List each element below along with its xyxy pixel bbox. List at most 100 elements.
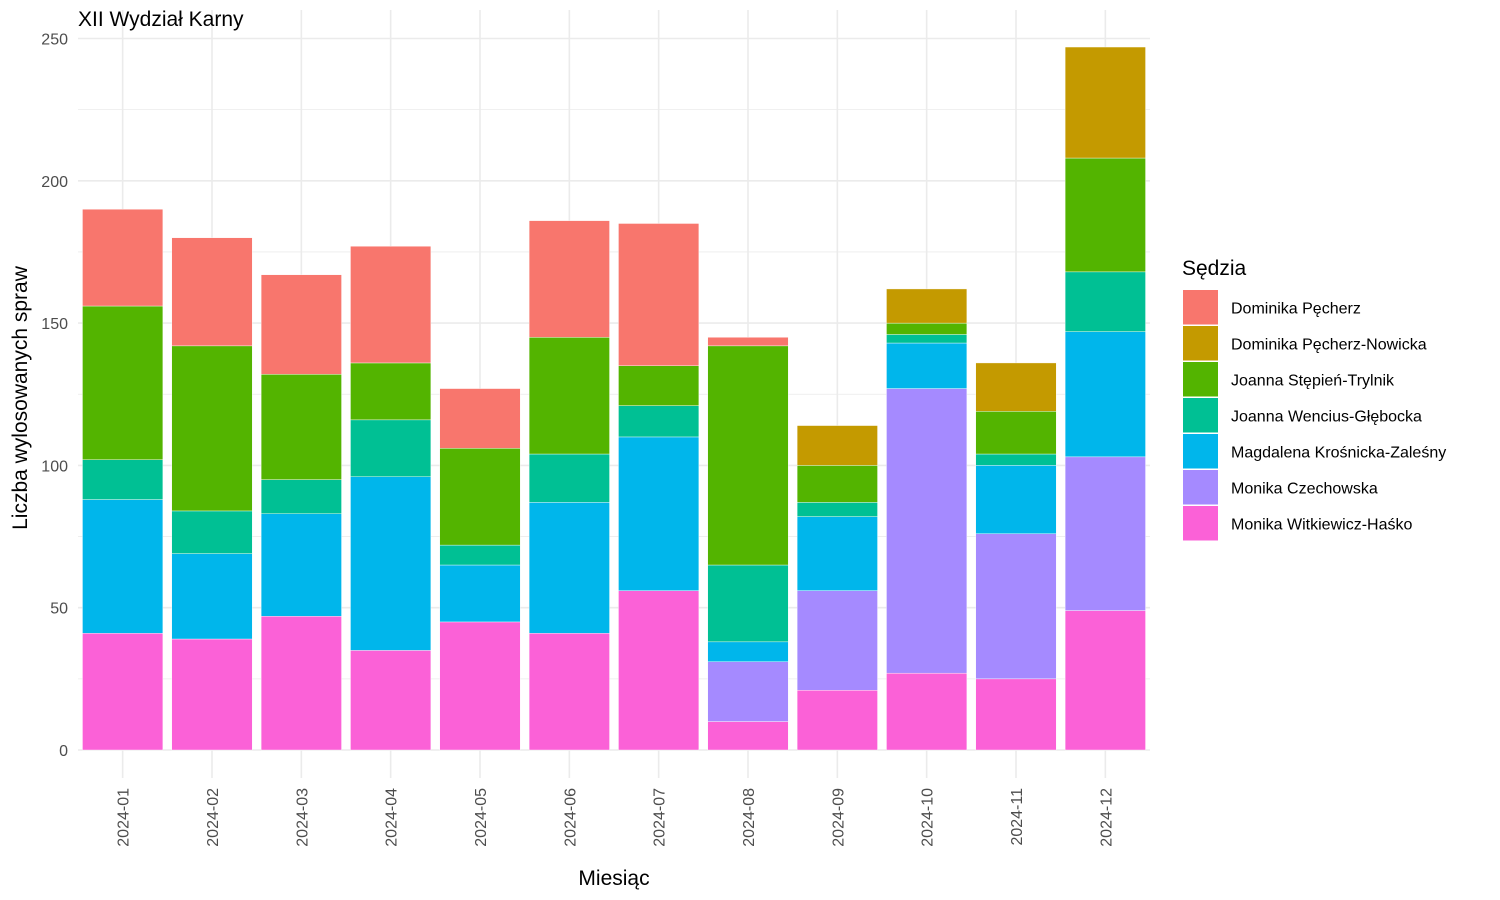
bar-segment <box>82 633 164 751</box>
bar-segment <box>260 513 342 617</box>
x-tick-label: 2024-08 <box>741 788 758 847</box>
bar-segment <box>82 499 164 634</box>
y-axis-title: Liczba wylosowanych spraw <box>9 265 32 530</box>
bar-segment <box>1064 46 1146 159</box>
bar-segment <box>975 465 1057 534</box>
bar-segment <box>528 502 610 634</box>
x-axis-ticks: 2024-01 2024-02 2024-03 2024-04 2024-05 2024-… <box>116 788 1116 847</box>
bar-segment <box>975 453 1057 466</box>
bar-segment <box>886 334 968 344</box>
bar-segment <box>171 638 253 751</box>
bar-segment <box>618 405 700 438</box>
y-tick-label: 100 <box>41 458 68 475</box>
bar-segment <box>82 459 164 500</box>
bar-segment <box>796 690 878 751</box>
bar-segment <box>439 544 521 566</box>
x-tick-label: 2024-03 <box>294 788 311 847</box>
bar-segment <box>528 633 610 751</box>
x-tick-label: 2024-04 <box>384 788 401 847</box>
bar-segment <box>707 641 789 662</box>
legend-swatch <box>1183 362 1218 397</box>
bar-segment <box>707 721 789 751</box>
bar-segment <box>82 305 164 460</box>
x-tick-label: 2024-07 <box>652 788 669 847</box>
bar-segment <box>171 345 253 512</box>
legend-title: Sędzia <box>1182 257 1247 280</box>
bar-segment <box>350 476 432 651</box>
y-tick-label: 0 <box>59 743 68 760</box>
legend-label: Monika Witkiewicz-Haśko <box>1231 516 1412 533</box>
bar-segment <box>975 678 1057 751</box>
x-tick-label: 2024-12 <box>1098 788 1115 847</box>
bar-segment <box>1064 271 1146 332</box>
x-tick-label: 2024-09 <box>830 788 847 847</box>
y-tick-label: 250 <box>41 32 68 49</box>
x-tick-label: 2024-01 <box>116 788 133 847</box>
bar-segment <box>439 621 521 751</box>
legend-label: Monika Czechowska <box>1231 480 1378 497</box>
legend-swatch <box>1183 290 1218 325</box>
legend-swatch <box>1183 506 1218 541</box>
bar-segment <box>528 453 610 503</box>
legend-label: Dominika Pęcherz <box>1231 300 1361 317</box>
legend-label: Dominika Pęcherz-Nowicka <box>1231 336 1427 353</box>
bar-segment <box>528 337 610 455</box>
bar-segment <box>796 425 878 466</box>
y-tick-label: 50 <box>50 601 68 618</box>
bar-segment <box>260 479 342 514</box>
chart-title: XII Wydział Karny <box>78 8 244 31</box>
legend-label: Joanna Wencius-Głębocka <box>1231 408 1422 425</box>
x-tick-label: 2024-11 <box>1009 788 1026 846</box>
x-tick-label: 2024-06 <box>562 788 579 847</box>
bar-segment <box>796 590 878 691</box>
bar-segment <box>260 374 342 480</box>
bar-segment <box>1064 157 1146 273</box>
bars <box>82 46 1146 751</box>
bar-segment <box>975 533 1057 680</box>
bar-segment <box>886 288 968 324</box>
bar-segment <box>528 220 610 338</box>
bar-segment <box>350 246 432 364</box>
legend-swatch <box>1183 326 1218 361</box>
legend-label: Magdalena Krośnicka-Zaleśny <box>1231 444 1446 461</box>
legend-swatch <box>1183 398 1218 433</box>
legend-label: Joanna Stępień-Trylnik <box>1231 372 1395 389</box>
bar-segment <box>886 342 968 389</box>
bar-segment <box>171 237 253 347</box>
bar-segment <box>439 564 521 623</box>
legend-swatch <box>1183 470 1218 505</box>
bar-segment <box>171 553 253 640</box>
legend-swatch <box>1183 434 1218 469</box>
bar-segment <box>350 419 432 477</box>
y-tick-label: 200 <box>41 174 68 191</box>
bar-segment <box>350 650 432 751</box>
bar-segment <box>1064 456 1146 611</box>
bar-segment <box>975 362 1057 412</box>
y-tick-label: 150 <box>41 316 68 333</box>
bar-segment <box>350 362 432 421</box>
bar-segment <box>171 510 253 554</box>
bar-segment <box>1064 610 1146 751</box>
bar-segment <box>618 590 700 751</box>
bar-segment <box>707 661 789 722</box>
bar-segment <box>618 223 700 366</box>
bar-segment <box>796 516 878 591</box>
bar-segment <box>618 436 700 591</box>
bar-segment <box>439 388 521 449</box>
x-axis-title: Miesiąc <box>578 867 649 890</box>
bar-segment <box>796 465 878 503</box>
bar-segment <box>618 365 700 406</box>
bar-segment <box>1064 331 1146 458</box>
y-axis-ticks: 0 50 100 150 200 250 <box>41 32 68 761</box>
x-tick-label: 2024-05 <box>473 788 490 847</box>
bar-segment <box>707 345 789 566</box>
bar-segment <box>886 322 968 335</box>
bar-segment <box>260 616 342 751</box>
bar-segment <box>707 337 789 347</box>
x-tick-label: 2024-02 <box>205 788 222 847</box>
bar-segment <box>82 209 164 307</box>
bar-segment <box>975 411 1057 455</box>
bar-segment <box>439 448 521 546</box>
bar-segment <box>796 502 878 517</box>
